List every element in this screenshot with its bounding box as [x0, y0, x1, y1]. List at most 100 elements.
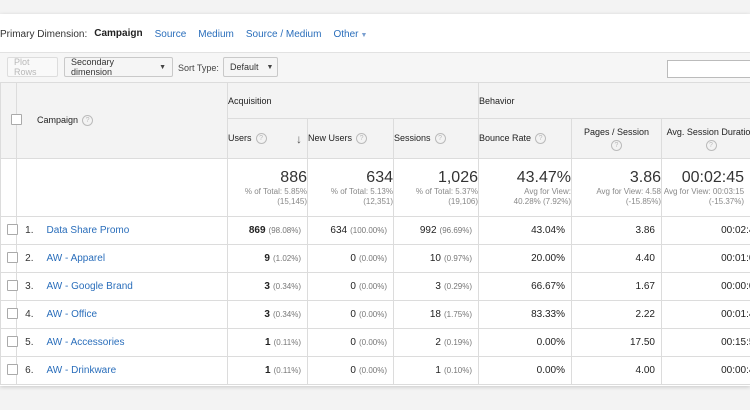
- avg-duration-cell: 00:01:09: [660, 244, 750, 273]
- behavior-group-header: Behavior: [477, 82, 750, 119]
- pages-session-column-header[interactable]: Pages / Session?: [571, 118, 662, 159]
- help-circle-icon[interactable]: ?: [82, 115, 94, 127]
- dimension-other[interactable]: Other ▼: [333, 29, 367, 40]
- help-circle-icon[interactable]: ?: [611, 139, 622, 151]
- total-bounce-rate-value: 43.47%: [516, 168, 571, 186]
- table-row: 4. AW - Office 3 (0.34%) 0 (0.00%) 18 (1.75…: [0, 300, 750, 329]
- row-checkbox-cell: [0, 244, 18, 273]
- avg-session-duration-column-header[interactable]: Avg. Session Duration?: [660, 118, 750, 159]
- row-index: 5.: [16, 328, 39, 357]
- sessions-percent: (0.29%): [443, 282, 472, 291]
- users-percent: (0.11%): [273, 338, 301, 347]
- total-bounce-rate-note1: Avg for View:: [524, 186, 571, 196]
- campaign-header-label: Campaign: [37, 114, 79, 125]
- users-cell: 1 (0.11%): [227, 356, 308, 385]
- sessions-cell: 2 (0.19%): [393, 328, 479, 357]
- campaign-link[interactable]: AW - Apparel: [38, 244, 228, 273]
- secondary-dimension-dropdown[interactable]: Secondary dimension ▼: [64, 57, 173, 77]
- help-circle-icon[interactable]: ?: [356, 133, 368, 145]
- avg-duration-cell: 00:00:08: [660, 272, 750, 301]
- sessions-cell: 18 (1.75%): [393, 300, 479, 329]
- new-users-cell: 0 (0.00%): [307, 328, 394, 357]
- total-avg-duration-note1: Avg for View: 00:03:15: [663, 186, 745, 196]
- new-users-column-header[interactable]: New Users?: [307, 118, 394, 159]
- users-column-header[interactable]: Users? ↓: [227, 118, 308, 159]
- new-users-value: 0: [350, 365, 356, 376]
- dimension-source-medium[interactable]: Source / Medium: [245, 28, 322, 40]
- bounce-rate-column-header[interactable]: Bounce Rate?: [478, 118, 572, 159]
- primary-dimension-label: Primary Dimension:: [0, 28, 88, 40]
- help-circle-icon[interactable]: ?: [255, 133, 267, 145]
- campaign-link[interactable]: Data Share Promo: [38, 216, 228, 245]
- select-all-checkbox[interactable]: [11, 114, 22, 125]
- bounce-rate-header-label: Bounce Rate: [479, 132, 532, 143]
- total-users-value: 886: [280, 168, 307, 186]
- new-users-value: 0: [350, 309, 356, 320]
- total-pages-session-value: 3.86: [629, 168, 661, 186]
- caret-down-icon: ▼: [266, 63, 274, 71]
- campaign-link[interactable]: AW - Accessories: [38, 328, 228, 357]
- pages-session-cell: 3.86: [571, 216, 662, 245]
- total-sessions: 1,026% of Total: 5.37% (19,106): [393, 158, 479, 217]
- table-row: 5. AW - Accessories 1 (0.11%) 0 (0.00%) 2(…: [0, 328, 750, 357]
- row-checkbox[interactable]: [7, 279, 18, 291]
- campaign-link[interactable]: AW - Office: [38, 300, 228, 329]
- dimension-source[interactable]: Source: [154, 28, 187, 40]
- avg-duration-cell: 00:15:56: [660, 328, 750, 357]
- sessions-percent: (96.69%): [439, 226, 472, 235]
- dimension-medium[interactable]: Medium: [198, 28, 234, 40]
- sessions-cell: 1 (0.10%): [393, 356, 479, 385]
- sessions-percent: (0.19%): [443, 338, 472, 347]
- sessions-value: 2: [435, 337, 441, 348]
- total-bounce-rate-note2: 40.28% (7.92%): [513, 196, 571, 206]
- row-index: 3.: [16, 272, 39, 301]
- sort-type-dropdown[interactable]: Default ▼: [223, 57, 278, 77]
- bounce-rate-cell: 66.67%: [478, 272, 572, 301]
- plot-rows-button[interactable]: Plot Rows: [7, 57, 58, 77]
- campaign-link[interactable]: AW - Google Brand: [38, 272, 228, 301]
- row-index: 2.: [16, 244, 39, 273]
- row-checkbox[interactable]: [7, 363, 18, 375]
- pages-session-cell: 17.50: [571, 328, 662, 357]
- new-users-percent: (0.00%): [358, 282, 387, 291]
- total-sessions-note1: % of Total: 5.37%: [415, 186, 478, 196]
- header-columns-row: Users? ↓ New Users? Sessions? Bounce Rate…: [1, 118, 750, 159]
- total-avg-duration-note2: (-15.37%): [708, 196, 745, 206]
- sessions-column-header[interactable]: Sessions?: [393, 118, 479, 159]
- campaign-table: Campaign? Acquisition Behavior Users? ↓ N…: [0, 82, 750, 385]
- users-cell: 3 (0.34%): [227, 272, 308, 301]
- total-pages-session-note1: Avg for View: 4.58: [596, 186, 661, 196]
- row-checkbox[interactable]: [7, 307, 18, 319]
- help-circle-icon[interactable]: ?: [434, 133, 446, 145]
- sessions-value: 992: [419, 225, 437, 236]
- sessions-cell: 3 (0.29%): [393, 272, 479, 301]
- row-checkbox-cell: [0, 300, 18, 329]
- users-cell: 1 (0.11%): [227, 328, 308, 357]
- new-users-cell: 0 (0.00%): [307, 300, 394, 329]
- dimension-campaign[interactable]: Campaign: [94, 27, 143, 39]
- new-users-value: 634: [330, 225, 348, 236]
- new-users-value: 0: [350, 253, 356, 264]
- help-circle-icon[interactable]: ?: [535, 133, 547, 145]
- users-cell: 3 (0.34%): [227, 300, 308, 329]
- sessions-value: 3: [435, 281, 441, 292]
- avg-duration-cell: 00:02:46: [660, 216, 750, 245]
- avg-session-duration-header-label: Avg. Session Duration: [666, 126, 750, 137]
- row-checkbox[interactable]: [7, 251, 18, 263]
- new-users-percent: (0.00%): [358, 310, 387, 319]
- total-sessions-note2: (19,106): [448, 196, 478, 206]
- totals-row: 886% of Total: 5.85% (15,145) 634% of Tot…: [0, 158, 750, 217]
- table-search-input[interactable]: [667, 60, 750, 78]
- table-row: 6. AW - Drinkware 1 (0.11%) 0 (0.00%) 1 (0.…: [0, 356, 750, 385]
- help-circle-icon[interactable]: ?: [705, 139, 717, 151]
- totals-checkbox-cell: [0, 158, 17, 217]
- campaign-link[interactable]: AW - Drinkware: [38, 356, 228, 385]
- row-checkbox[interactable]: [7, 335, 18, 347]
- report-card: Primary Dimension: Campaign Source Mediu…: [0, 14, 750, 386]
- campaign-header[interactable]: Campaign?: [16, 82, 228, 159]
- secondary-dimension-label: Secondary dimension: [71, 57, 115, 77]
- new-users-header-label: New Users: [308, 132, 353, 143]
- bounce-rate-cell: 43.04%: [478, 216, 572, 245]
- row-checkbox[interactable]: [7, 223, 18, 235]
- total-pages-session: 3.86 Avg for View: 4.58 (-15.85%): [571, 158, 662, 217]
